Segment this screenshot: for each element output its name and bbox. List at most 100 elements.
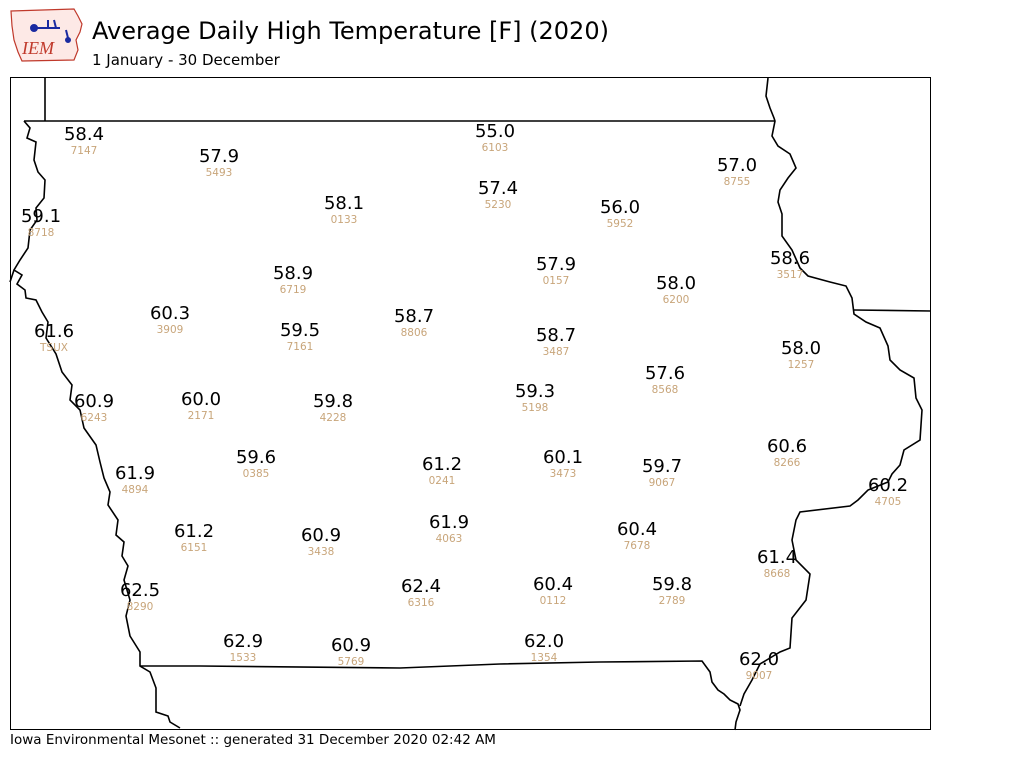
station-value: 62.0: [524, 631, 564, 652]
weather-symbol-icon: [30, 19, 71, 43]
station-id: 2171: [188, 410, 215, 422]
station-value: 60.2: [868, 475, 908, 496]
iem-logo: IEM: [10, 8, 83, 62]
station-value: 58.1: [324, 193, 364, 214]
station-id: 7161: [287, 341, 314, 353]
station-id: 5952: [607, 218, 634, 230]
page-subtitle: 1 January - 30 December: [92, 51, 280, 69]
station-value: 58.0: [656, 273, 696, 294]
station-id: 6200: [663, 294, 690, 306]
station-value: 60.9: [74, 391, 114, 412]
station-id: 6103: [482, 142, 509, 154]
map-frame: [10, 77, 931, 730]
station-id: 4705: [875, 496, 902, 508]
state-borders: [9, 77, 932, 731]
station-value: 58.0: [781, 338, 821, 359]
station-id: 0157: [543, 275, 570, 287]
station-id: 8806: [401, 327, 428, 339]
station-id: 6719: [280, 284, 307, 296]
station-id: 4894: [122, 484, 149, 496]
station-value: 61.9: [429, 512, 469, 533]
station-value: 57.6: [645, 363, 685, 384]
station-value: 62.0: [739, 649, 779, 670]
station-value: 59.8: [313, 391, 353, 412]
station-value: 60.6: [767, 436, 807, 457]
station-id: 0385: [243, 468, 270, 480]
station-id: 1354: [531, 652, 558, 664]
station-id: 5493: [206, 167, 233, 179]
station-value: 58.9: [273, 263, 313, 284]
station-value: 56.0: [600, 197, 640, 218]
logo-text: IEM: [21, 38, 55, 58]
station-id: 2789: [659, 595, 686, 607]
station-id: 3487: [543, 346, 570, 358]
station-value: 58.7: [536, 325, 576, 346]
station-id: 0112: [540, 595, 567, 607]
station-id: 6151: [181, 542, 208, 554]
station-id: 5769: [338, 656, 365, 668]
station-value: 61.2: [422, 454, 462, 475]
station-value: 60.3: [150, 303, 190, 324]
station-id: 4063: [436, 533, 463, 545]
station-id: 4228: [320, 412, 347, 424]
station-value: 60.9: [331, 635, 371, 656]
station-value: 55.0: [475, 121, 515, 142]
station-id: 1533: [230, 652, 257, 664]
station-value: 61.6: [34, 321, 74, 342]
station-value: 60.9: [301, 525, 341, 546]
station-id: 0241: [429, 475, 456, 487]
nebraska-border: [9, 269, 15, 283]
station-value: 58.7: [394, 306, 434, 327]
station-value: 59.3: [515, 381, 555, 402]
iowa-outline-logo: [10, 8, 83, 62]
station-value: 62.4: [401, 576, 441, 597]
station-id: 3517: [777, 269, 804, 281]
station-id: 7147: [71, 145, 98, 157]
station-id: TSUX: [39, 342, 68, 354]
station-value: 58.6: [770, 248, 810, 269]
station-id: 5198: [522, 402, 549, 414]
station-value: 57.0: [717, 155, 757, 176]
station-id: 3438: [308, 546, 335, 558]
station-id: 9067: [649, 477, 676, 489]
wisconsin-illinois-border: [853, 309, 932, 312]
station-value: 62.5: [120, 580, 160, 601]
station-id: 8290: [127, 601, 154, 613]
station-value: 59.7: [642, 456, 682, 477]
station-id: 8718: [28, 227, 55, 239]
station-value: 60.1: [543, 447, 583, 468]
station-value: 57.4: [478, 178, 518, 199]
station-id: 6243: [81, 412, 108, 424]
station-value: 58.4: [64, 124, 104, 145]
station-value: 57.9: [536, 254, 576, 275]
station-id: 3473: [550, 468, 577, 480]
station-value: 62.9: [223, 631, 263, 652]
station-value: 59.6: [236, 447, 276, 468]
station-value: 61.4: [757, 547, 797, 568]
page-title: Average Daily High Temperature [F] (2020…: [92, 17, 609, 45]
station-value: 61.2: [174, 521, 214, 542]
station-value: 59.1: [21, 206, 61, 227]
iowa-west-border: [12, 120, 181, 729]
station-value: 59.8: [652, 574, 692, 595]
station-id: 3909: [157, 324, 184, 336]
station-id: 8266: [774, 457, 801, 469]
station-value: 59.5: [280, 320, 320, 341]
station-value: 57.9: [199, 146, 239, 167]
station-id: 9007: [746, 670, 773, 682]
iowa-east-border: [739, 77, 923, 707]
footer-credit: Iowa Environmental Mesonet :: generated …: [10, 732, 496, 748]
station-id: 0133: [331, 214, 358, 226]
station-value: 61.9: [115, 463, 155, 484]
station-id: 7678: [624, 540, 651, 552]
station-id: 5230: [485, 199, 512, 211]
station-value: 60.4: [533, 574, 573, 595]
station-value: 60.4: [617, 519, 657, 540]
station-value: 60.0: [181, 389, 221, 410]
station-id: 8668: [764, 568, 791, 580]
station-id: 1257: [788, 359, 815, 371]
iowa-south-border: [140, 660, 741, 731]
station-id: 6316: [408, 597, 435, 609]
